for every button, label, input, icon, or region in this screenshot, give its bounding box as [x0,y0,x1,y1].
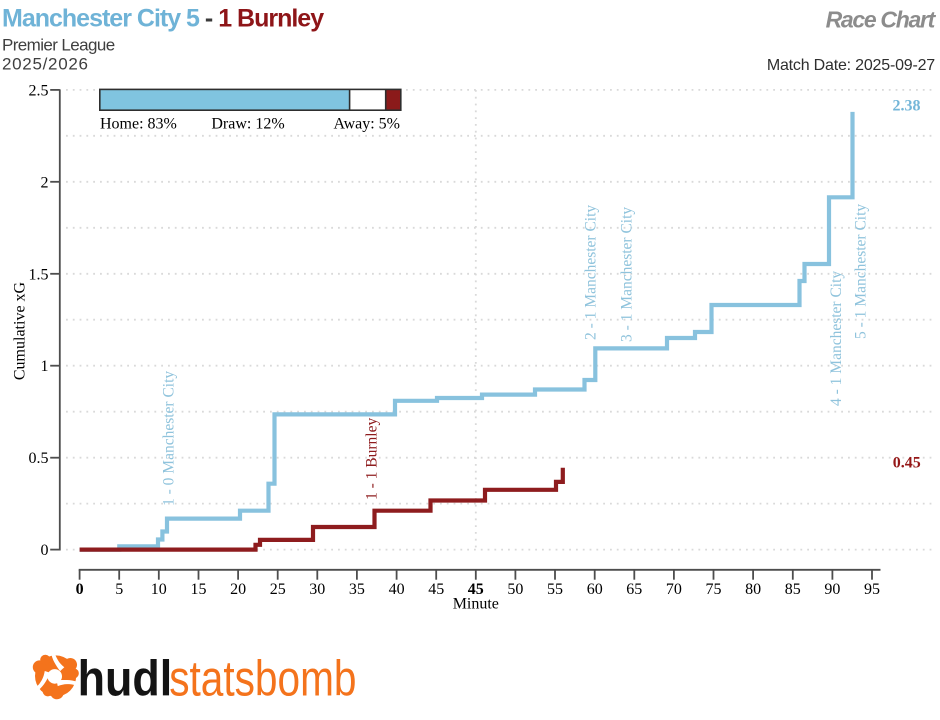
svg-text:2.38: 2.38 [893,98,921,115]
svg-text:2025/2026: 2025/2026 [2,55,89,74]
svg-text:1.5: 1.5 [29,266,49,283]
svg-text:0: 0 [41,542,49,559]
svg-text:65: 65 [626,581,642,598]
svg-text:0.5: 0.5 [29,450,49,467]
svg-text:Race Chart: Race Chart [826,7,937,33]
svg-text:Home: 83%: Home: 83% [100,115,177,132]
svg-text:4 - 1 Manchester City: 4 - 1 Manchester City [828,271,845,406]
svg-text:20: 20 [230,581,246,598]
svg-text:2.5: 2.5 [29,82,49,99]
svg-text:hudl: hudl [78,651,173,707]
svg-text:60: 60 [587,581,603,598]
svg-text:45: 45 [428,581,444,598]
svg-text:Manchester City 5 - 1 Burnley: Manchester City 5 - 1 Burnley [2,5,324,33]
svg-text:1: 1 [41,358,49,375]
svg-text:5 - 1 Manchester City: 5 - 1 Manchester City [853,204,870,339]
svg-text:Draw: 12%: Draw: 12% [211,115,284,132]
svg-text:0: 0 [76,581,84,598]
svg-text:50: 50 [507,581,523,598]
svg-text:Match Date: 2025-09-27: Match Date: 2025-09-27 [767,57,935,74]
svg-text:70: 70 [666,581,682,598]
svg-text:2 - 1 Manchester City: 2 - 1 Manchester City [583,205,600,340]
svg-text:3 - 1 Manchester City: 3 - 1 Manchester City [619,207,636,342]
svg-text:45: 45 [468,581,484,598]
svg-text:statsbomb: statsbomb [169,650,356,706]
svg-text:Premier League: Premier League [2,36,115,55]
svg-text:30: 30 [309,581,325,598]
svg-text:1 - 1 Burnley: 1 - 1 Burnley [364,418,381,500]
svg-text:15: 15 [191,581,207,598]
svg-text:40: 40 [389,581,405,598]
svg-text:5: 5 [115,581,123,598]
svg-text:2: 2 [41,174,49,191]
svg-text:90: 90 [824,581,840,598]
svg-text:95: 95 [864,581,880,598]
svg-text:Minute: Minute [453,596,499,613]
svg-text:10: 10 [151,581,167,598]
svg-text:Away: 5%: Away: 5% [333,115,400,132]
svg-text:75: 75 [706,581,722,598]
svg-text:85: 85 [785,581,801,598]
svg-text:1 - 0 Manchester City: 1 - 0 Manchester City [161,371,178,506]
svg-text:55: 55 [547,581,563,598]
svg-text:25: 25 [270,581,286,598]
svg-text:0.45: 0.45 [893,455,921,472]
svg-text:Cumulative xG: Cumulative xG [12,281,29,380]
svg-text:80: 80 [745,581,761,598]
svg-text:35: 35 [349,581,365,598]
